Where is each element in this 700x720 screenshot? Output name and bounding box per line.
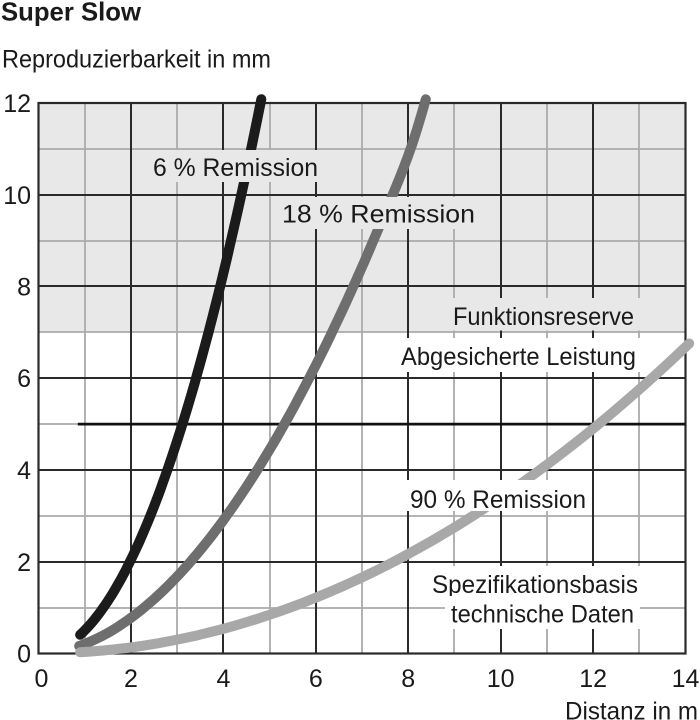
svg-text:18 % Remission: 18 % Remission	[282, 201, 475, 229]
svg-text:8: 8	[401, 665, 415, 693]
svg-text:Funktionsreserve: Funktionsreserve	[453, 303, 634, 331]
svg-text:Abgesicherte Leistung: Abgesicherte Leistung	[401, 343, 636, 371]
svg-text:90 % Remission: 90 % Remission	[410, 486, 586, 514]
svg-text:6 % Remission: 6 % Remission	[153, 154, 318, 182]
svg-text:2: 2	[124, 665, 138, 693]
svg-text:Super Slow: Super Slow	[1, 0, 142, 27]
svg-text:2: 2	[17, 549, 31, 577]
svg-text:8: 8	[17, 274, 31, 302]
svg-text:Distanz in m: Distanz in m	[565, 698, 698, 720]
svg-text:0: 0	[35, 665, 49, 693]
svg-text:6: 6	[17, 365, 31, 393]
svg-text:10: 10	[487, 665, 515, 693]
svg-text:12: 12	[579, 665, 607, 693]
svg-text:4: 4	[216, 665, 230, 693]
svg-text:10: 10	[3, 182, 31, 210]
svg-text:4: 4	[17, 457, 31, 485]
svg-text:12: 12	[3, 90, 31, 118]
svg-text:0: 0	[17, 641, 31, 669]
svg-text:6: 6	[309, 665, 323, 693]
svg-text:14: 14	[672, 665, 700, 693]
svg-text:Reproduzierbarkeit in mm: Reproduzierbarkeit in mm	[2, 46, 271, 74]
svg-text:technische Daten: technische Daten	[451, 601, 634, 629]
svg-text:Spezifikationsbasis: Spezifikationsbasis	[432, 571, 638, 599]
